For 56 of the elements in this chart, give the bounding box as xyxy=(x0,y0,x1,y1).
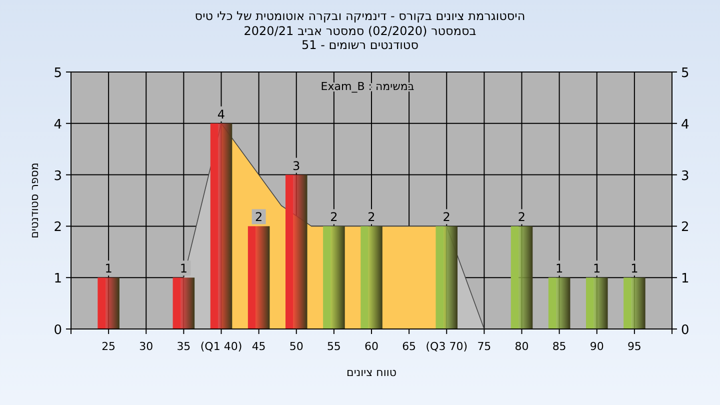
y-tick-label: 2 xyxy=(54,220,62,236)
y-tick-label: 0 xyxy=(54,323,62,338)
data-label: 1 xyxy=(630,262,638,276)
y2-tick-label: 2 xyxy=(681,220,690,236)
y2-tick-label: 1 xyxy=(681,272,690,287)
data-label: 1 xyxy=(180,262,188,276)
data-label: 2 xyxy=(442,210,450,224)
bar xyxy=(548,278,570,329)
x-tick-label: 90 xyxy=(590,340,604,353)
bar xyxy=(285,174,308,329)
x-tick-label: 60 xyxy=(364,340,378,353)
x-tick-label: 95 xyxy=(627,340,642,353)
bar xyxy=(248,226,270,329)
x-tick-label: 50 xyxy=(289,340,304,353)
x-tick-label: 45 xyxy=(252,340,266,353)
bar xyxy=(323,226,345,329)
x-axis-title: טווח ציונים xyxy=(346,366,396,379)
bar xyxy=(510,226,533,329)
y-tick-label: 4 xyxy=(54,117,62,132)
y2-tick-label: 0 xyxy=(681,323,690,338)
data-label: 1 xyxy=(555,262,564,276)
y2-tick-label: 5 xyxy=(681,66,690,81)
x-tick-label: 80 xyxy=(514,340,529,353)
y-axis-title: מספר סטודנטים xyxy=(28,162,41,238)
x-tick-label: 85 xyxy=(552,340,566,353)
data-label: 2 xyxy=(368,210,376,224)
y-tick-label: 5 xyxy=(54,66,62,81)
data-label: 2 xyxy=(330,210,338,224)
text: בסמסטר (02/2020) סמסטר אביב 2020/21 xyxy=(244,24,476,38)
data-label: 1 xyxy=(593,262,601,276)
y2-tick-label: 3 xyxy=(681,168,690,184)
y2-tick-label: 4 xyxy=(681,117,690,132)
data-label: 4 xyxy=(217,107,226,122)
bar xyxy=(360,226,382,329)
bar xyxy=(624,278,646,329)
bar xyxy=(98,278,120,329)
data-label: 2 xyxy=(254,210,263,224)
x-tick-label: (Q1 40) xyxy=(200,340,242,353)
x-tick-label: 65 xyxy=(402,340,416,353)
chart-title: היסטוגרמת ציונים בקורס - דינמיקה ובקרה אוטומטית של כלי טיס xyxy=(194,9,526,23)
text: סטודנטים רשומים - 51 xyxy=(301,38,419,52)
data-label: 1 xyxy=(104,262,112,276)
bar xyxy=(210,123,232,329)
bar xyxy=(586,278,608,329)
bar xyxy=(436,226,458,329)
x-tick-label: 30 xyxy=(139,340,154,353)
y-tick-label: 3 xyxy=(54,168,62,184)
x-tick-label: 35 xyxy=(176,340,191,353)
y-tick-label: 1 xyxy=(54,272,62,287)
x-tick-label: 25 xyxy=(102,340,116,353)
data-label: 3 xyxy=(292,158,300,173)
x-tick-label: 75 xyxy=(477,340,492,353)
bar xyxy=(172,278,195,329)
x-tick-label: (Q3 70) xyxy=(426,340,468,353)
x-tick-label: 55 xyxy=(326,340,341,353)
data-label: 2 xyxy=(518,210,526,224)
